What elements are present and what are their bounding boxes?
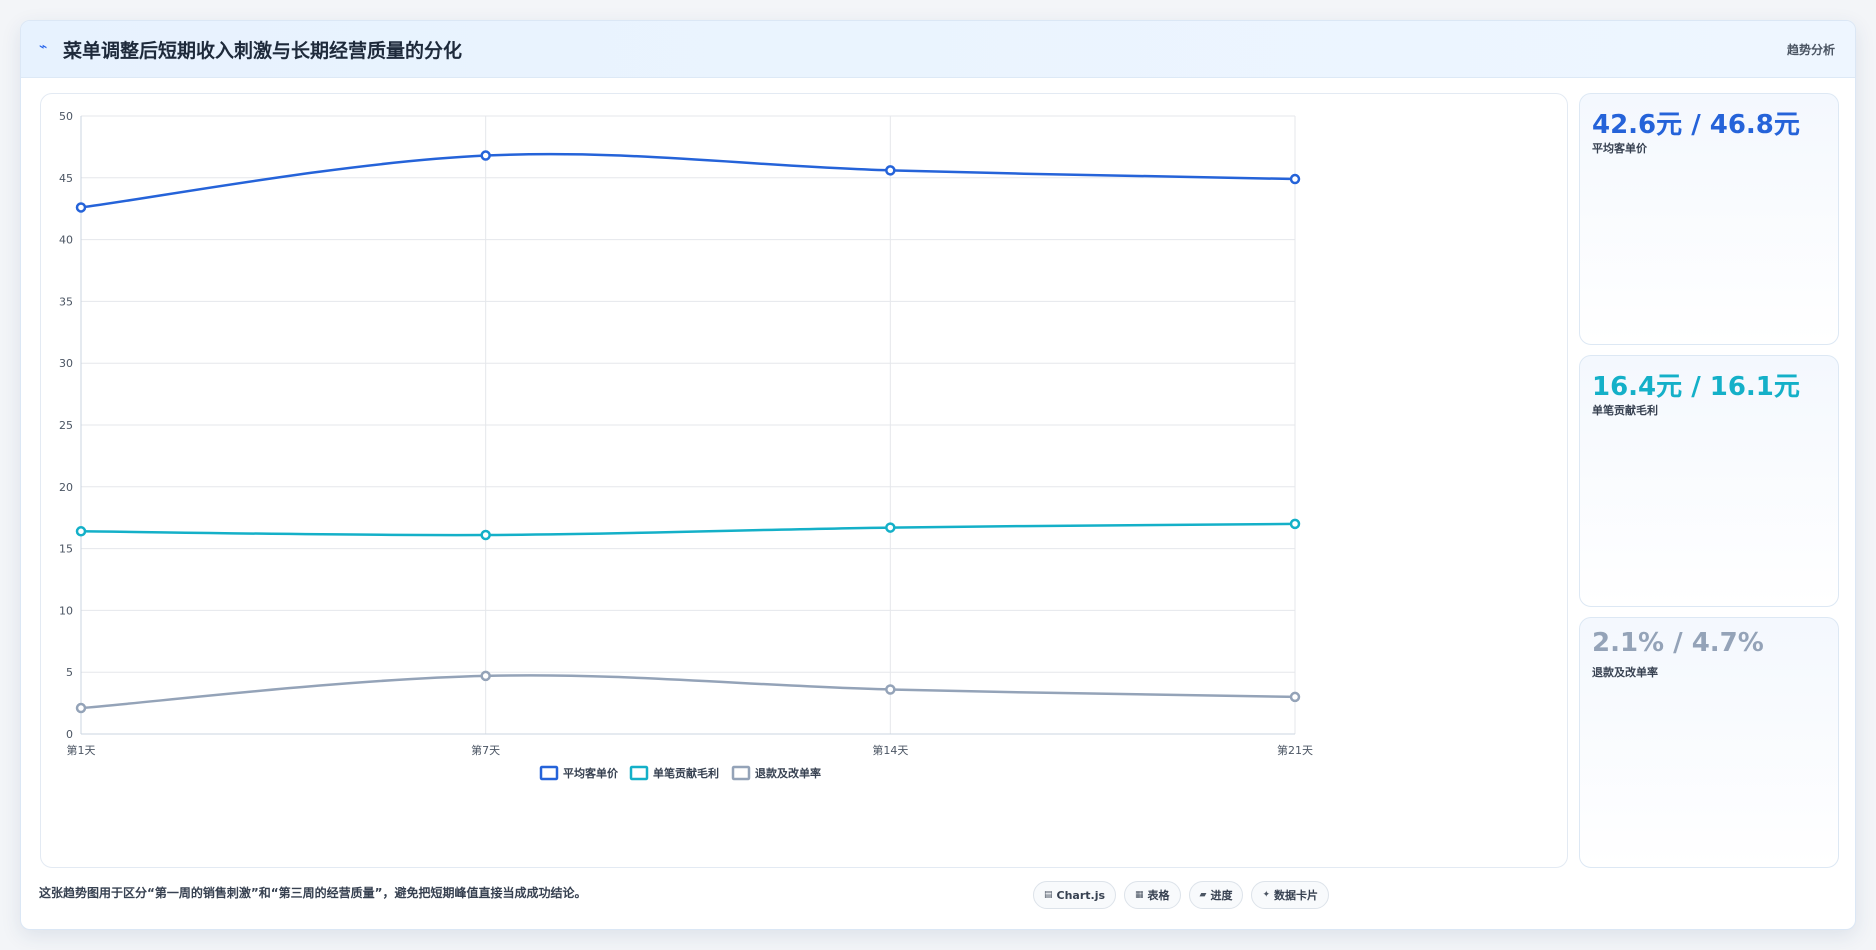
data-point (75, 526, 87, 537)
data-point (480, 670, 491, 682)
y-tick-label: 30 (59, 357, 73, 370)
data-point (885, 684, 896, 695)
chip-label: 数据卡片 (1274, 889, 1319, 902)
page-title: 菜单调整后短期收入刺激与长期经营质量的分化 (63, 40, 463, 62)
chart-icon: ▤ (1044, 890, 1053, 900)
legend-label: 退款及改单率 (755, 766, 821, 780)
chip-label: 进度 (1210, 889, 1233, 902)
stat-card-avg-price: 42.6元 / 46.8元 平均客单价 (1579, 93, 1839, 345)
chart-panel: 0 5 10 15 20 25 30 35 40 45 50 第1天 第7天 第14天 第21天平均客单价 单… (40, 93, 1568, 868)
data-point (885, 165, 896, 176)
y-tick-label: 20 (59, 481, 73, 494)
data-point (480, 529, 491, 541)
chip-table[interactable]: ▦ 表格 (1124, 881, 1181, 909)
stat-value: 42.6元 / 46.8元 (1592, 110, 1800, 140)
progress-icon: ▰ (1199, 890, 1207, 900)
x-tick-label: 第1天 (67, 743, 96, 757)
y-tick-label: 10 (59, 604, 73, 617)
stat-value: 16.4元 / 16.1元 (1592, 372, 1800, 402)
y-tick-label: 35 (59, 295, 73, 308)
y-tick-label: 0 (66, 728, 73, 741)
stat-card-margin: 16.4元 / 16.1元 单笔贡献毛利 (1579, 355, 1839, 607)
data-point (480, 150, 491, 161)
y-tick-label: 50 (59, 110, 73, 123)
series-line-2 (80, 522, 1296, 537)
legend-label: 平均客单价 (563, 766, 619, 780)
data-point (1289, 691, 1301, 703)
trend-line-icon: ⌁ (39, 39, 48, 55)
data-point (75, 702, 87, 714)
x-tick-label: 第7天 (471, 743, 500, 757)
dashboard-card: ⌁ 菜单调整后短期收入刺激与长期经营质量的分化 趋势分析 0 5 10 15 20 25 3… (20, 20, 1856, 930)
stat-label: 单笔贡献毛利 (1592, 404, 1658, 417)
y-tick-label: 40 (59, 234, 73, 247)
chip-data-card[interactable]: ✦ 数据卡片 (1251, 881, 1330, 909)
legend-swatch (731, 765, 751, 781)
data-point (1289, 518, 1301, 530)
chip-group: ▤ Chart.js ▦ 表格 ▰ 进度 ✦ 数据卡片 (1033, 881, 1330, 909)
chip-chartjs[interactable]: ▤ Chart.js (1033, 881, 1117, 909)
card-header: ⌁ 菜单调整后短期收入刺激与长期经营质量的分化 趋势分析 (21, 21, 1855, 78)
stat-value: 2.1% / 4.7% (1592, 628, 1764, 658)
footer-note: 这张趋势图用于区分“第一周的销售刺激”和“第三周的经营质量”，避免把短期峰值直接… (39, 886, 587, 900)
chip-label: 表格 (1147, 889, 1170, 902)
trend-analysis-tag: 趋势分析 (1786, 43, 1835, 57)
y-tick-label: 45 (59, 172, 73, 185)
table-icon: ▦ (1135, 890, 1144, 900)
data-point (75, 202, 87, 213)
legend-swatch (539, 765, 559, 781)
legend-label: 单笔贡献毛利 (653, 766, 719, 780)
y-tick-label: 25 (59, 419, 73, 432)
x-tick-label: 第14天 (872, 743, 908, 757)
x-tick-label: 第21天 (1277, 743, 1313, 757)
chip-label: Chart.js (1056, 888, 1106, 902)
series-line-1 (80, 152, 1296, 209)
y-tick-label: 15 (59, 543, 73, 556)
legend-swatch (629, 765, 649, 781)
card-icon: ✦ (1262, 890, 1271, 900)
chip-progress[interactable]: ▰ 进度 (1188, 881, 1244, 909)
data-point (1289, 173, 1301, 185)
series-line-3 (80, 674, 1296, 710)
stat-label: 退款及改单率 (1592, 666, 1658, 679)
stat-card-refund-rate: 2.1% / 4.7% 退款及改单率 (1579, 617, 1839, 868)
stat-label: 平均客单价 (1592, 142, 1647, 155)
y-tick-label: 5 (66, 666, 73, 679)
data-point (885, 522, 896, 533)
